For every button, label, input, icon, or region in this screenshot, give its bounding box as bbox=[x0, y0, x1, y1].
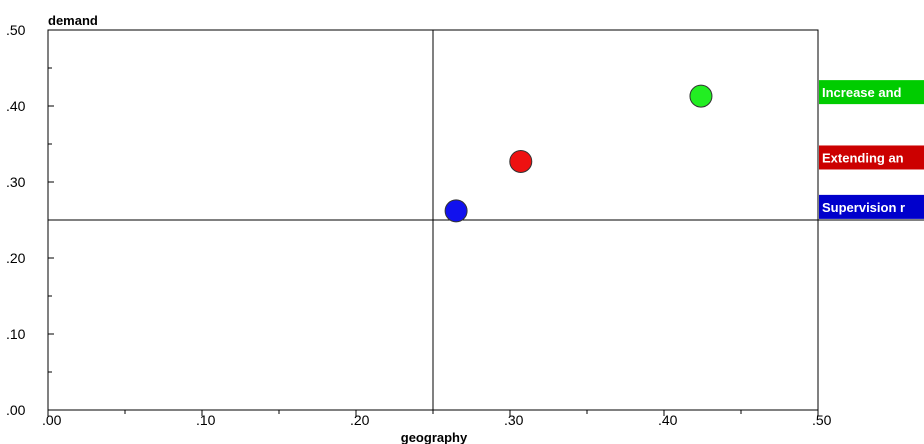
y-tick-label: .50 bbox=[6, 22, 26, 38]
data-point bbox=[509, 149, 533, 173]
legend-swatch bbox=[819, 145, 924, 170]
y-tick-label: .40 bbox=[6, 98, 26, 114]
x-tick-label: .50 bbox=[812, 412, 832, 428]
y-axis-title: demand bbox=[48, 13, 98, 28]
x-tick-label: .00 bbox=[42, 412, 62, 428]
y-tick-label: .20 bbox=[6, 250, 26, 266]
legend-label: Increase and bbox=[822, 85, 902, 100]
x-tick-label: .10 bbox=[196, 412, 216, 428]
x-axis-title: geography bbox=[401, 430, 468, 444]
y-tick-label: .00 bbox=[6, 402, 26, 418]
reference-lines bbox=[48, 30, 924, 410]
x-axis-ticks: .00 .10 .20 .30 .40 .50 bbox=[42, 410, 832, 428]
legend-label: Supervision r bbox=[822, 200, 905, 215]
y-tick-label: .30 bbox=[6, 174, 26, 190]
data-point bbox=[689, 84, 713, 108]
x-tick-label: .30 bbox=[504, 412, 524, 428]
legend-label: Extending an bbox=[822, 150, 904, 165]
legend-swatch bbox=[819, 80, 924, 105]
y-tick-label: .10 bbox=[6, 326, 26, 342]
x-tick-label: .20 bbox=[350, 412, 370, 428]
y-axis-ticks: .00 .10 .20 .30 .40 .50 bbox=[6, 22, 54, 418]
data-points bbox=[444, 84, 713, 223]
x-tick-label: .40 bbox=[658, 412, 678, 428]
legend-swatch bbox=[819, 194, 924, 219]
legend: Increase and Extending an Supervision r bbox=[819, 80, 924, 219]
data-point bbox=[444, 199, 468, 223]
